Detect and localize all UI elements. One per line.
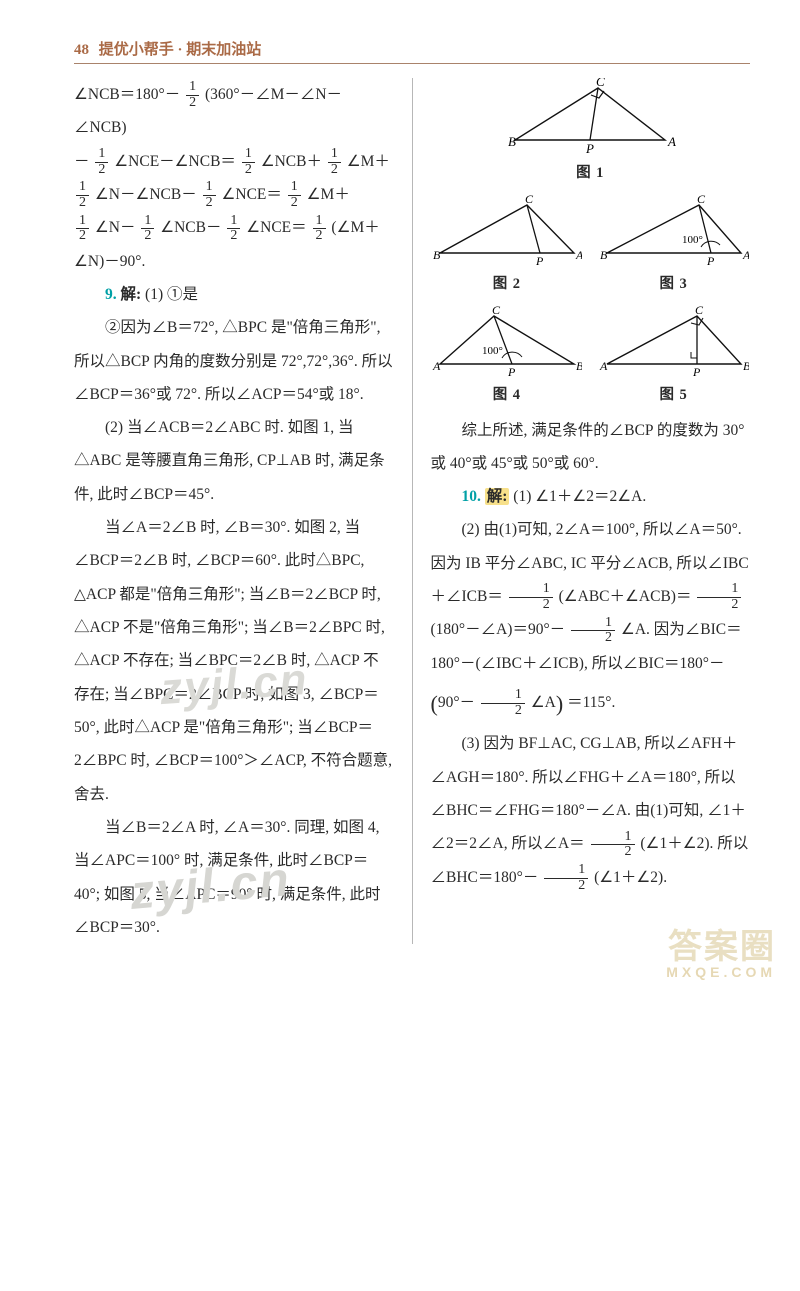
svg-text:A: A — [575, 248, 582, 262]
svg-text:B: B — [433, 248, 441, 262]
question-number: 10. — [462, 488, 481, 505]
svg-text:C: C — [695, 306, 704, 317]
svg-text:C: C — [697, 195, 706, 206]
figure-4: 100° A B C P 图 4 — [431, 306, 584, 411]
figure-caption: 图 1 — [431, 158, 751, 189]
svg-text:C: C — [492, 306, 501, 317]
svg-text:P: P — [585, 141, 594, 156]
svg-text:P: P — [507, 365, 516, 378]
svg-text:A: A — [667, 134, 676, 149]
svg-text:B: B — [743, 359, 749, 373]
svg-text:A: A — [742, 248, 749, 262]
figure-2: B A C P 图 2 — [431, 195, 584, 300]
eq-line: 12 ∠N－ 12 ∠NCB－ 12 ∠NCE＝ 12 (∠M＋ — [74, 211, 394, 244]
site-watermark: 答案圈 MXQE.COM — [666, 930, 776, 980]
q9-body: 当∠A＝2∠B 时, ∠B＝30°. 如图 2, 当∠BCP＝2∠B 时, ∠B… — [74, 511, 394, 811]
page-header: 48 提优小帮手 · 期末加油站 — [74, 38, 750, 64]
svg-text:A: A — [599, 359, 608, 373]
eq-line: ∠NCB＝180°－ 12 (360°－∠M－∠N－∠NCB) — [74, 78, 394, 145]
q9-body: (2) 当∠ACB＝2∠ABC 时. 如图 1, 当△ABC 是等腰直角三角形,… — [74, 411, 394, 511]
left-column: ∠NCB＝180°－ 12 (360°－∠M－∠N－∠NCB) － 12 ∠NC… — [74, 78, 412, 944]
eq-line: 12 ∠N－∠NCB－ 12 ∠NCE＝ 12 ∠M＋ — [74, 178, 394, 211]
figure-row-3: 100° A B C P 图 4 A B — [431, 306, 751, 411]
textbook-page: 48 提优小帮手 · 期末加油站 ∠NCB＝180°－ 12 (360°－∠M－… — [0, 0, 800, 1004]
svg-text:A: A — [432, 359, 441, 373]
summary-line: 综上所述, 满足条件的∠BCP 的度数为 30°或 40°或 45°或 50°或… — [431, 414, 751, 481]
svg-text:C: C — [596, 78, 605, 89]
solution-label: 解: — [485, 488, 510, 505]
question-number: 9. — [105, 286, 117, 303]
page-title: 提优小帮手 · 期末加油站 — [99, 42, 262, 58]
svg-text:P: P — [706, 254, 715, 267]
q9-body: ②因为∠B＝72°, △BPC 是"倍角三角形",所以△BCP 内角的度数分别是… — [74, 311, 394, 411]
solution-label: 解: — [121, 286, 142, 303]
page-number: 48 — [74, 42, 89, 58]
eq-line: － 12 ∠NCE－∠NCB＝ 12 ∠NCB＋ 12 ∠M＋ — [74, 145, 394, 178]
svg-text:P: P — [535, 254, 544, 267]
q9-head: 9. 解: (1) ①是 — [74, 278, 394, 311]
figure-3: 100° B A C P 图 3 — [597, 195, 750, 300]
svg-text:100°: 100° — [682, 234, 703, 246]
two-column-layout: ∠NCB＝180°－ 12 (360°－∠M－∠N－∠NCB) － 12 ∠NC… — [74, 78, 750, 944]
q9-body: 当∠B＝2∠A 时, ∠A＝30°. 同理, 如图 4, 当∠APC＝100° … — [74, 811, 394, 944]
svg-text:100°: 100° — [482, 345, 503, 357]
right-column: B A C P 图 1 B A C P 图 2 — [413, 78, 751, 944]
figure-row-2: B A C P 图 2 100° B A C — [431, 195, 751, 300]
q10-body: (2) 由(1)可知, 2∠A＝100°, 所以∠A＝50°. 因为 IB 平分… — [431, 513, 751, 727]
q10-body: (3) 因为 BF⊥AC, CG⊥AB, 所以∠AFH＋∠AGH＝180°. 所… — [431, 727, 751, 894]
eq-line: ∠N)－90°. — [74, 245, 394, 278]
q10-head: 10. 解: (1) ∠1＋∠2＝2∠A. — [431, 480, 751, 513]
svg-text:P: P — [692, 365, 701, 378]
svg-text:C: C — [525, 195, 534, 206]
svg-text:B: B — [600, 248, 608, 262]
triangle-svg: B A C P — [500, 78, 680, 156]
figure-1: B A C P 图 1 — [431, 78, 751, 189]
svg-text:B: B — [508, 134, 516, 149]
figure-5: A B C P 图 5 — [597, 306, 750, 411]
svg-text:B: B — [576, 359, 582, 373]
